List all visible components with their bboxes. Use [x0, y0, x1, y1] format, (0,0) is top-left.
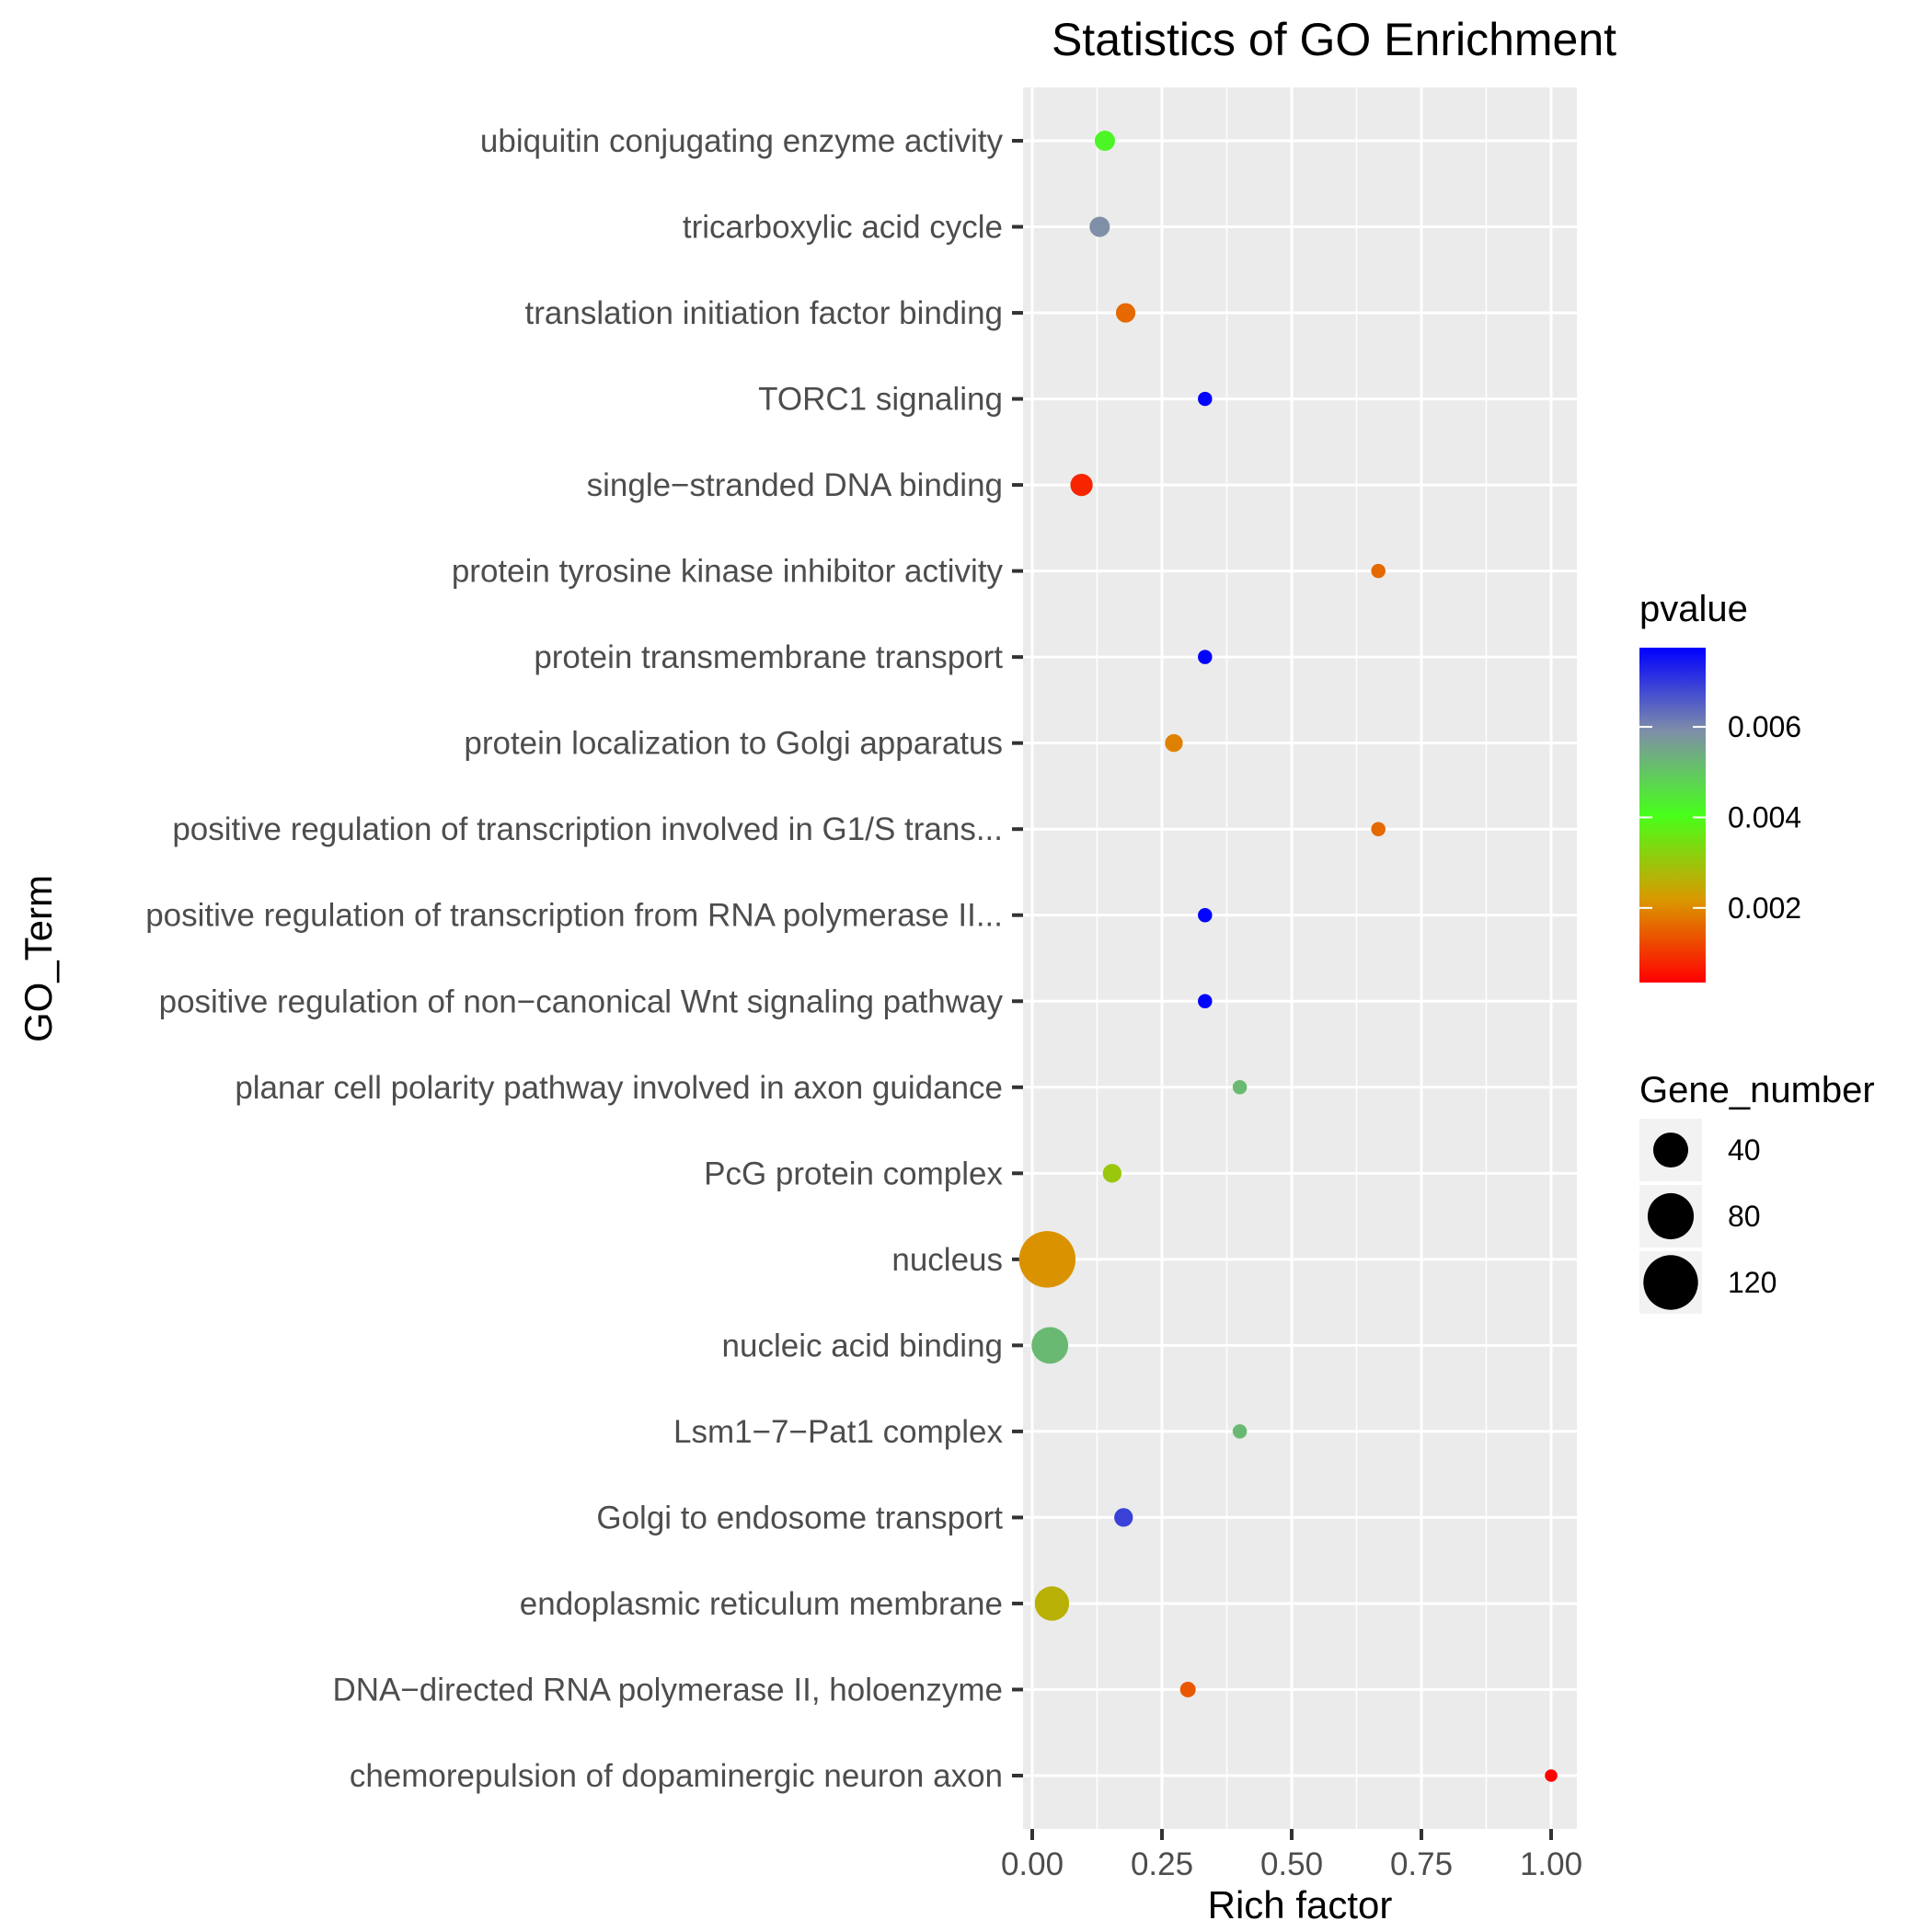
y-tick-label: single−stranded DNA binding [587, 467, 1003, 503]
colorbar-tick-label: 0.006 [1728, 710, 1801, 743]
data-point [1165, 734, 1183, 753]
y-tick-label: translation initiation factor binding [525, 295, 1003, 331]
y-tick-label: PcG protein complex [704, 1156, 1003, 1191]
data-point [1198, 994, 1213, 1009]
data-point [1545, 1769, 1558, 1782]
plot-panel [1023, 87, 1577, 1829]
data-point [1232, 1080, 1248, 1095]
data-point [1179, 1681, 1196, 1697]
y-tick-label: Lsm1−7−Pat1 complex [673, 1414, 1003, 1450]
data-point [1089, 216, 1110, 237]
data-point [1198, 391, 1213, 407]
x-axis-title: Rich factor [1208, 1883, 1393, 1926]
colorbar-tick-label: 0.002 [1728, 891, 1801, 925]
y-axis-title: GO_Term [17, 875, 60, 1042]
chart-title: Statistics of GO Enrichment [1052, 14, 1616, 65]
y-tick-label: DNA−directed RNA polymerase II, holoenzy… [332, 1672, 1003, 1708]
size-legend-label: 40 [1728, 1133, 1761, 1167]
y-tick-label: endoplasmic reticulum membrane [520, 1586, 1003, 1622]
data-point [1232, 1424, 1248, 1439]
data-point [1114, 1508, 1133, 1527]
x-tick-label: 0.75 [1390, 1846, 1453, 1882]
y-tick-label: planar cell polarity pathway involved in… [235, 1070, 1003, 1106]
y-tick-label: TORC1 signaling [758, 382, 1003, 418]
x-tick-label: 1.00 [1520, 1846, 1582, 1882]
data-points [1018, 130, 1558, 1782]
x-tick-label: 0.50 [1260, 1846, 1323, 1882]
y-tick-label: tricarboxylic acid cycle [683, 210, 1003, 246]
data-point [1094, 130, 1115, 152]
gene-number-legend: Gene_number 40 80 120 [1639, 1070, 1875, 1314]
size-legend-label: 80 [1728, 1200, 1761, 1233]
pvalue-legend-title: pvalue [1639, 589, 1748, 629]
y-tick-label: protein transmembrane transport [534, 639, 1003, 675]
data-point [1031, 1327, 1069, 1364]
colorbar-tick-label: 0.004 [1728, 800, 1801, 834]
y-tick-label: Golgi to endosome transport [596, 1500, 1003, 1535]
pvalue-legend: pvalue 0.002 0.004 0.006 [1639, 589, 1801, 983]
data-point [1198, 650, 1213, 664]
data-point [1034, 1586, 1070, 1621]
size-legend-circle [1647, 1192, 1695, 1240]
size-legend-label: 120 [1728, 1266, 1777, 1299]
size-legend-circle [1652, 1132, 1689, 1168]
data-point [1371, 563, 1386, 579]
y-tick-label: positive regulation of transcription fro… [145, 898, 1003, 934]
y-axis-labels: ubiquitin conjugating enzyme activity tri… [145, 123, 1023, 1794]
y-tick-label: positive regulation of non−canonical Wnt… [159, 983, 1004, 1019]
data-point [1070, 473, 1093, 497]
y-tick-label: protein tyrosine kinase inhibitor activi… [452, 554, 1004, 590]
y-tick-label: nucleic acid binding [722, 1328, 1003, 1363]
y-tick-label: nucleus [891, 1242, 1003, 1278]
data-point [1115, 303, 1136, 323]
y-tick-label: positive regulation of transcription inv… [172, 811, 1003, 847]
grid-lines [1023, 87, 1577, 1829]
x-tick-label: 0.25 [1131, 1846, 1193, 1882]
pvalue-colorbar [1639, 648, 1706, 983]
y-tick-label: chemorepulsion of dopaminergic neuron ax… [350, 1758, 1003, 1794]
y-tick-label: protein localization to Golgi apparatus [464, 726, 1003, 762]
size-legend-circle [1643, 1255, 1698, 1310]
y-tick-label: ubiquitin conjugating enzyme activity [480, 123, 1004, 159]
data-point [1371, 822, 1386, 836]
gene-number-legend-title: Gene_number [1639, 1070, 1875, 1110]
data-point [1198, 907, 1213, 923]
data-point [1102, 1164, 1121, 1183]
x-tick-label: 0.00 [1001, 1846, 1064, 1882]
data-point [1018, 1231, 1076, 1288]
x-axis-labels: 0.00 0.25 0.50 0.75 1.00 [1001, 1829, 1582, 1882]
